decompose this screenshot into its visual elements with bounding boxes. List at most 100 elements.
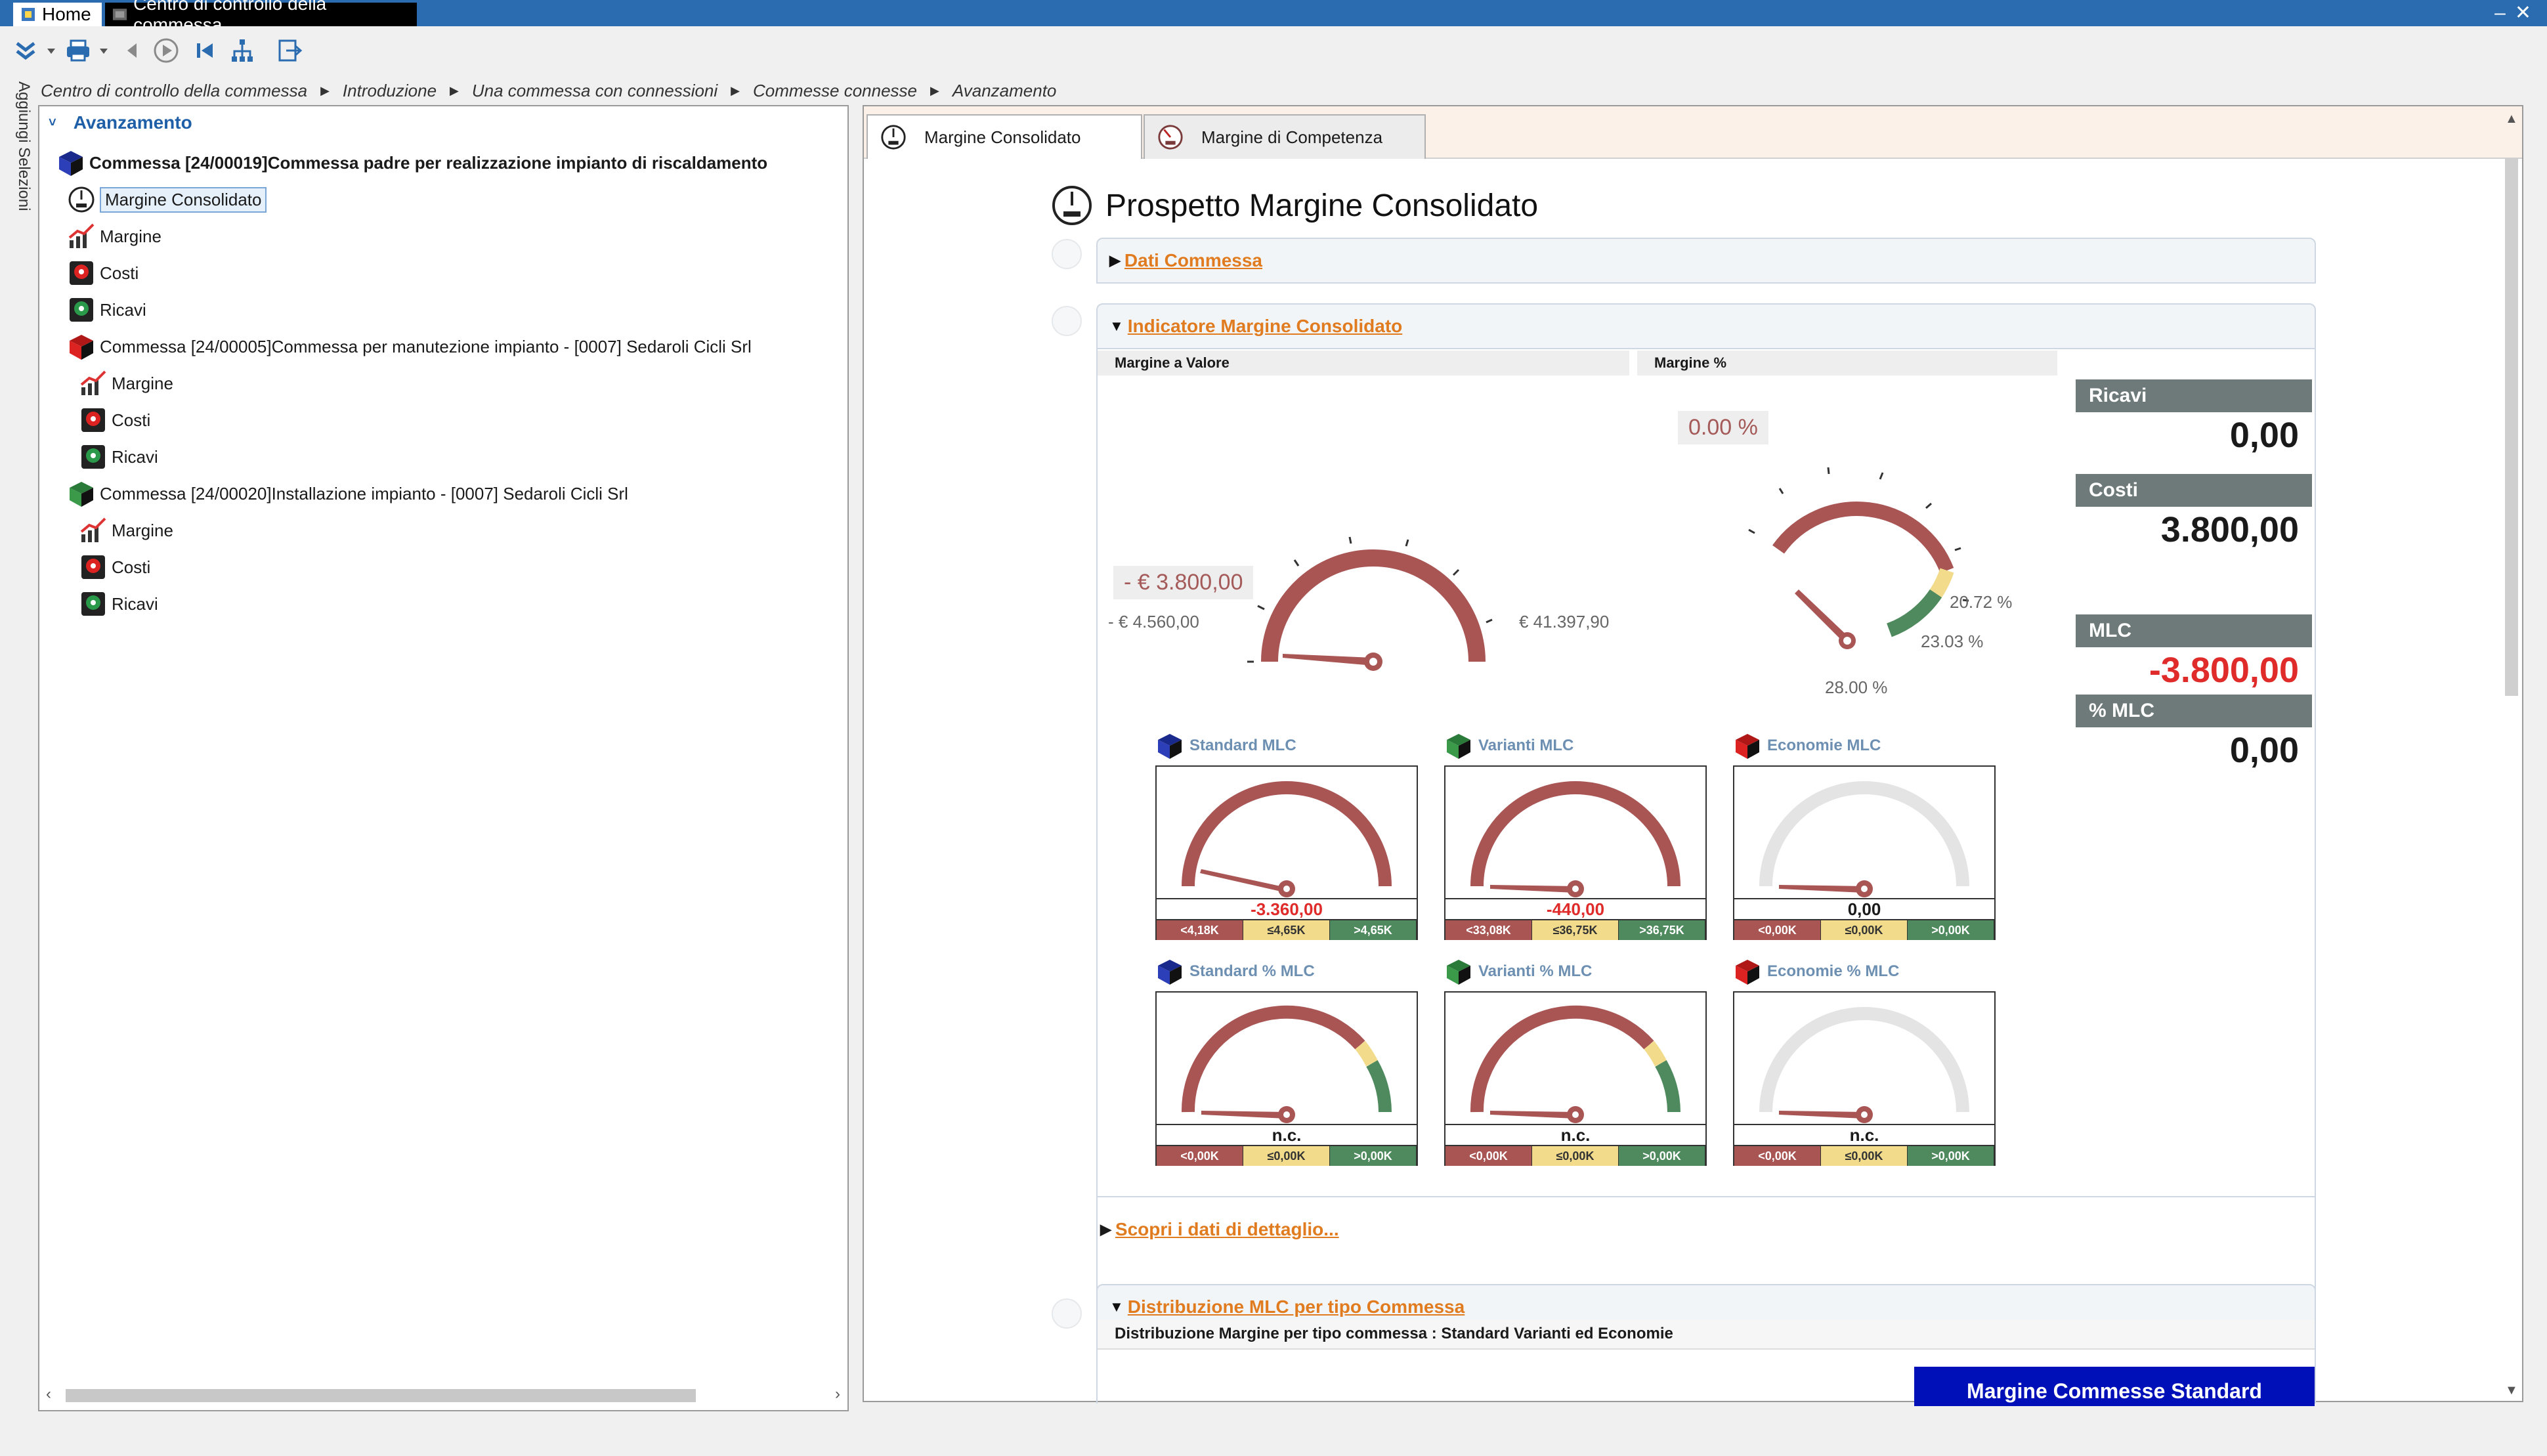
tree-panel: ˅ Avanzamento Commessa [24/00019]Commess… (38, 105, 849, 1411)
chevron-down-icon[interactable]: ˅ (49, 115, 56, 130)
chart-icon (68, 223, 95, 248)
report-title-text: Prospetto Margine Consolidato (1105, 188, 1539, 223)
scroll-left-icon[interactable]: ‹ (46, 1385, 51, 1403)
tree-node-label: Costi (100, 263, 139, 283)
scroll-right-icon[interactable]: › (835, 1385, 840, 1403)
mini-gauge-title-text: Standard % MLC (1189, 962, 1315, 980)
breadcrumb-separator-icon: ▶ (930, 83, 939, 97)
tree-node-label: Ricavi (100, 299, 146, 320)
section-scopri-dettaglio[interactable]: ▶ Scopri i dati di dettaglio... (1096, 1196, 2316, 1262)
tree-node-ricavi[interactable]: Ricavi (67, 295, 146, 324)
section-indicatore[interactable]: ▼ Indicatore Margine Consolidato (1096, 303, 2316, 349)
tab-margine-competenza[interactable]: Margine di Competenza (1144, 114, 1426, 159)
scrollbar-thumb[interactable] (66, 1389, 696, 1402)
revenue-icon (81, 445, 105, 469)
tree-node-margine[interactable]: Margine (79, 516, 173, 545)
mini-gauge-title: Economie MLC (1733, 731, 1881, 760)
horizontal-scrollbar[interactable]: ‹ › (46, 1385, 840, 1405)
range-mid: ≤36,75K (1532, 920, 1619, 940)
tree-node-margine[interactable]: Margine (79, 369, 173, 398)
dropdown-arrow-icon[interactable] (45, 37, 58, 64)
tree-node-margine-consolidato[interactable]: Margine Consolidato (67, 185, 267, 214)
expand-triangle-icon[interactable]: ▶ (1100, 1221, 1111, 1237)
tree-node-commessa-manutenzione[interactable]: Commessa [24/00005]Commessa per manutezi… (67, 332, 752, 361)
breadcrumb-item[interactable]: Commesse connesse (753, 80, 918, 100)
tab-home[interactable]: Home (13, 3, 102, 26)
gauge-icon (881, 125, 906, 150)
section-distribuzione-body: Distribuzione Margine per tipo commessa … (1096, 1319, 2316, 1406)
tree-header[interactable]: ˅ Avanzamento (39, 106, 847, 139)
tree-node-commessa-padre[interactable]: Commessa [24/00019]Commessa padre per re… (56, 148, 767, 177)
app-icon (112, 9, 127, 20)
tab-label: Margine di Competenza (1201, 127, 1383, 147)
range-mid: ≤0,00K (1821, 920, 1908, 940)
collapse-triangle-icon[interactable]: ▼ (1109, 318, 1124, 334)
mini-gauge-dial (1759, 781, 1969, 897)
tree-node-costi[interactable]: Costi (79, 553, 150, 582)
breadcrumb-separator-icon: ▶ (450, 83, 459, 97)
side-panel-toggle[interactable]: Aggiungi Selezioni (5, 81, 38, 219)
distribution-subtitle: Distribuzione Margine per tipo commessa … (1098, 1319, 2315, 1350)
tab-margine-consolidato[interactable]: Margine Consolidato (867, 114, 1142, 159)
tree-node-ricavi[interactable]: Ricavi (79, 442, 158, 471)
gauge-max-label: 28.00 % (1825, 677, 1888, 697)
chart-icon (80, 517, 106, 542)
vertical-scrollbar[interactable]: ▲ ▼ (2504, 112, 2519, 1398)
breadcrumb-item[interactable]: Centro di controllo della commessa (41, 80, 308, 100)
breadcrumb-item[interactable]: Introduzione (342, 80, 437, 100)
mini-gauge-title: Standard % MLC (1155, 957, 1315, 986)
range-low: <0,00K (1734, 920, 1821, 940)
tree-node-commessa-installazione[interactable]: Commessa [24/00020]Installazione impiant… (67, 479, 628, 508)
mini-gauge-value: n.c. (1445, 1124, 1705, 1145)
tree-node-label: Commessa [24/00005]Commessa per manutezi… (100, 336, 752, 356)
section-link[interactable]: Distribuzione MLC per tipo Commessa (1127, 1296, 1465, 1317)
section-link[interactable]: Dati Commessa (1124, 250, 1263, 270)
mini-gauge-ranges: <33,08K ≤36,75K >36,75K (1445, 919, 1705, 940)
range-high: >0,00K (1619, 1146, 1705, 1166)
window-controls[interactable]: –✕ (2494, 2, 2540, 24)
gauge-threshold-label: 23.03 % (1921, 632, 1984, 651)
section-dati-commessa[interactable]: ▶ Dati Commessa (1096, 238, 2316, 284)
revenue-icon (70, 298, 93, 322)
range-mid: ≤4,65K (1243, 920, 1330, 940)
scroll-down-icon[interactable]: ▼ (2505, 1383, 2518, 1398)
kpi-value: 3.800,00 (2160, 510, 2299, 549)
mini-gauge-ranges: <0,00K ≤0,00K >0,00K (1445, 1145, 1705, 1166)
first-icon[interactable] (192, 37, 219, 64)
tree-node-ricavi[interactable]: Ricavi (79, 589, 158, 618)
mini-gauge-dial (1182, 781, 1392, 897)
expand-icon[interactable] (12, 37, 39, 64)
exit-icon[interactable] (276, 37, 303, 64)
gauge-min-label: - € 4.560,00 (1108, 612, 1199, 632)
collapse-triangle-icon[interactable]: ▼ (1109, 1298, 1124, 1315)
play-icon[interactable] (152, 37, 180, 64)
cube-icon (1447, 960, 1470, 985)
tree-node-costi[interactable]: Costi (67, 259, 139, 288)
back-icon[interactable] (119, 37, 147, 64)
mini-gauge-title-text: Economie % MLC (1767, 962, 1900, 980)
mini-gauge-dial (1470, 1005, 1680, 1123)
mini-gauge-ranges: <4,18K ≤4,65K >4,65K (1157, 919, 1417, 940)
breadcrumb-item[interactable]: Avanzamento (952, 80, 1057, 100)
scroll-up-icon[interactable]: ▲ (2505, 112, 2518, 126)
section-bullet (1052, 1298, 1082, 1329)
tree-node-margine[interactable]: Margine (67, 222, 161, 251)
breadcrumb: Centro di controllo della commessa ▶ Intr… (41, 77, 1056, 104)
tree-node-label: Costi (112, 557, 151, 577)
range-low: <0,00K (1445, 1146, 1532, 1166)
tree-icon[interactable] (228, 37, 256, 64)
tree-node-costi[interactable]: Costi (79, 406, 150, 435)
dropdown-arrow-icon[interactable] (97, 37, 110, 64)
range-high: >4,65K (1330, 920, 1417, 940)
section-link[interactable]: Indicatore Margine Consolidato (1127, 316, 1403, 336)
tree-node-label: Commessa [24/00020]Installazione impiant… (100, 483, 628, 503)
print-icon[interactable] (64, 37, 92, 64)
breadcrumb-item[interactable]: Una commessa con connessioni (471, 80, 718, 100)
expand-triangle-icon[interactable]: ▶ (1109, 252, 1121, 268)
tree-node-label: Ricavi (112, 593, 158, 614)
scrollbar-thumb[interactable] (2505, 158, 2518, 696)
gauge-icon (1158, 125, 1183, 150)
section-bullet (1052, 239, 1082, 269)
section-link[interactable]: Scopri i dati di dettaglio... (1115, 1219, 1339, 1239)
tab-centro-controllo[interactable]: Centro di controllo della commessa (105, 0, 417, 35)
